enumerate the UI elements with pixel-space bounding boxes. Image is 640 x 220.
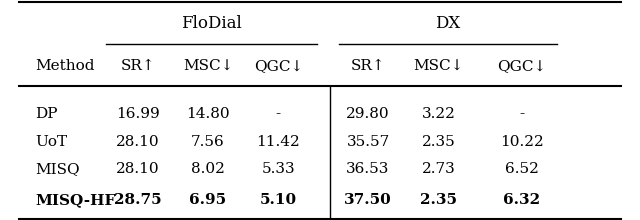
Text: 10.22: 10.22 <box>500 135 543 149</box>
Text: DP: DP <box>35 107 58 121</box>
Text: Method: Method <box>35 59 95 73</box>
Text: 11.42: 11.42 <box>257 135 300 149</box>
Text: 6.95: 6.95 <box>189 193 227 207</box>
Text: MISQ-HF: MISQ-HF <box>35 193 116 207</box>
Text: -: - <box>519 107 524 121</box>
Text: 14.80: 14.80 <box>186 107 230 121</box>
Text: 2.35: 2.35 <box>420 193 457 207</box>
Text: SR↑: SR↑ <box>120 59 155 73</box>
Text: 3.22: 3.22 <box>422 107 455 121</box>
Text: 6.52: 6.52 <box>505 162 538 176</box>
Text: 7.56: 7.56 <box>191 135 225 149</box>
Text: -: - <box>276 107 281 121</box>
Text: 8.02: 8.02 <box>191 162 225 176</box>
Text: DX: DX <box>435 15 461 32</box>
Text: MSC↓: MSC↓ <box>183 59 233 73</box>
Text: 5.33: 5.33 <box>262 162 295 176</box>
Text: MISQ: MISQ <box>35 162 80 176</box>
Text: 6.32: 6.32 <box>503 193 540 207</box>
Text: UoT: UoT <box>35 135 67 149</box>
Text: SR↑: SR↑ <box>351 59 385 73</box>
Text: 28.75: 28.75 <box>114 193 161 207</box>
Text: MSC↓: MSC↓ <box>413 59 463 73</box>
Text: 28.10: 28.10 <box>116 162 159 176</box>
Text: 37.50: 37.50 <box>344 193 392 207</box>
Text: 29.80: 29.80 <box>346 107 390 121</box>
Text: 2.73: 2.73 <box>422 162 455 176</box>
Text: QGC↓: QGC↓ <box>254 59 303 73</box>
Text: 16.99: 16.99 <box>116 107 159 121</box>
Text: 35.57: 35.57 <box>346 135 390 149</box>
Text: 36.53: 36.53 <box>346 162 390 176</box>
Text: 28.10: 28.10 <box>116 135 159 149</box>
Text: 2.35: 2.35 <box>422 135 455 149</box>
Text: 5.10: 5.10 <box>260 193 297 207</box>
Text: FloDial: FloDial <box>181 15 241 32</box>
Text: QGC↓: QGC↓ <box>497 59 546 73</box>
